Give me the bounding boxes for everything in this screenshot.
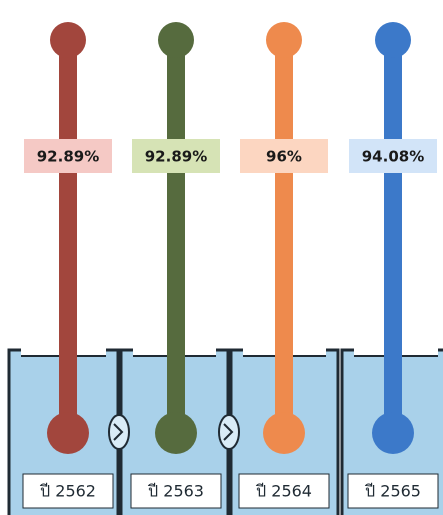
infographic: 92.89% ปี 2562 92.89% ปี 2563 96% ปี 2564 94.0… <box>0 0 443 515</box>
year-label: ปี 2564 <box>256 482 312 501</box>
connector <box>219 415 239 449</box>
stem <box>59 40 77 432</box>
percent-label: 96% <box>266 148 302 166</box>
top-ball <box>266 22 302 58</box>
connector <box>109 415 129 449</box>
bottom-ball <box>263 412 305 454</box>
bottom-ball <box>372 412 414 454</box>
stem <box>167 40 185 432</box>
stem <box>275 40 293 432</box>
bottom-ball <box>47 412 89 454</box>
percent-label: 94.08% <box>362 148 424 166</box>
year-label: ปี 2563 <box>148 482 204 501</box>
top-ball <box>158 22 194 58</box>
bottom-ball <box>155 412 197 454</box>
top-ball <box>50 22 86 58</box>
year-label: ปี 2562 <box>40 482 96 501</box>
percent-label: 92.89% <box>37 148 99 166</box>
stem <box>384 40 402 432</box>
top-ball <box>375 22 411 58</box>
percent-label: 92.89% <box>145 148 207 166</box>
year-label: ปี 2565 <box>365 482 421 501</box>
